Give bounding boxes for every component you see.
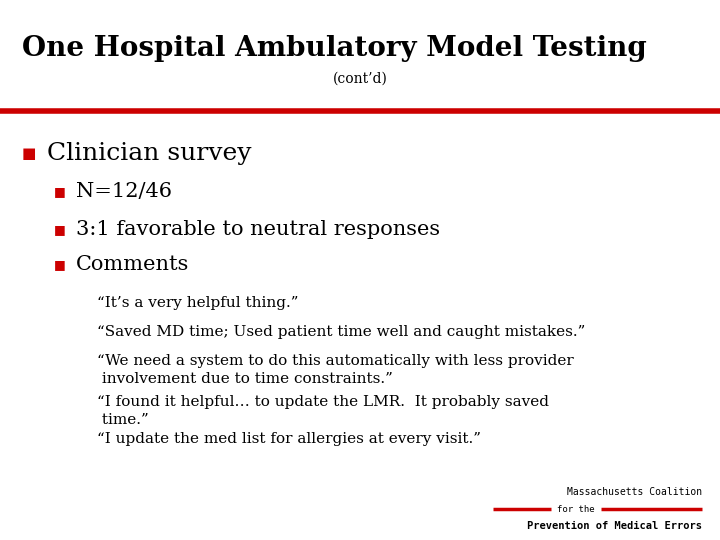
Text: N=12/46: N=12/46	[76, 182, 171, 201]
Text: 3:1 favorable to neutral responses: 3:1 favorable to neutral responses	[76, 220, 440, 239]
Text: One Hospital Ambulatory Model Testing: One Hospital Ambulatory Model Testing	[22, 35, 647, 62]
Text: “It’s a very helpful thing.”: “It’s a very helpful thing.”	[97, 296, 299, 310]
Text: ■: ■	[54, 258, 66, 271]
Text: Massachusetts Coalition: Massachusetts Coalition	[567, 488, 702, 497]
Text: for the: for the	[557, 505, 595, 514]
Text: Prevention of Medical Errors: Prevention of Medical Errors	[527, 521, 702, 531]
Text: Clinician survey: Clinician survey	[47, 143, 251, 165]
Text: “I found it helpful… to update the LMR.  It probably saved
 time.”: “I found it helpful… to update the LMR. …	[97, 395, 549, 427]
Text: (cont’d): (cont’d)	[333, 71, 387, 85]
Text: ■: ■	[22, 146, 36, 161]
Text: Comments: Comments	[76, 255, 189, 274]
Text: “Saved MD time; Used patient time well and caught mistakes.”: “Saved MD time; Used patient time well a…	[97, 325, 585, 339]
Text: “We need a system to do this automatically with less provider
 involvement due t: “We need a system to do this automatical…	[97, 354, 574, 386]
Text: ■: ■	[54, 223, 66, 236]
Text: ■: ■	[54, 185, 66, 198]
Text: “I update the med list for allergies at every visit.”: “I update the med list for allergies at …	[97, 432, 481, 446]
